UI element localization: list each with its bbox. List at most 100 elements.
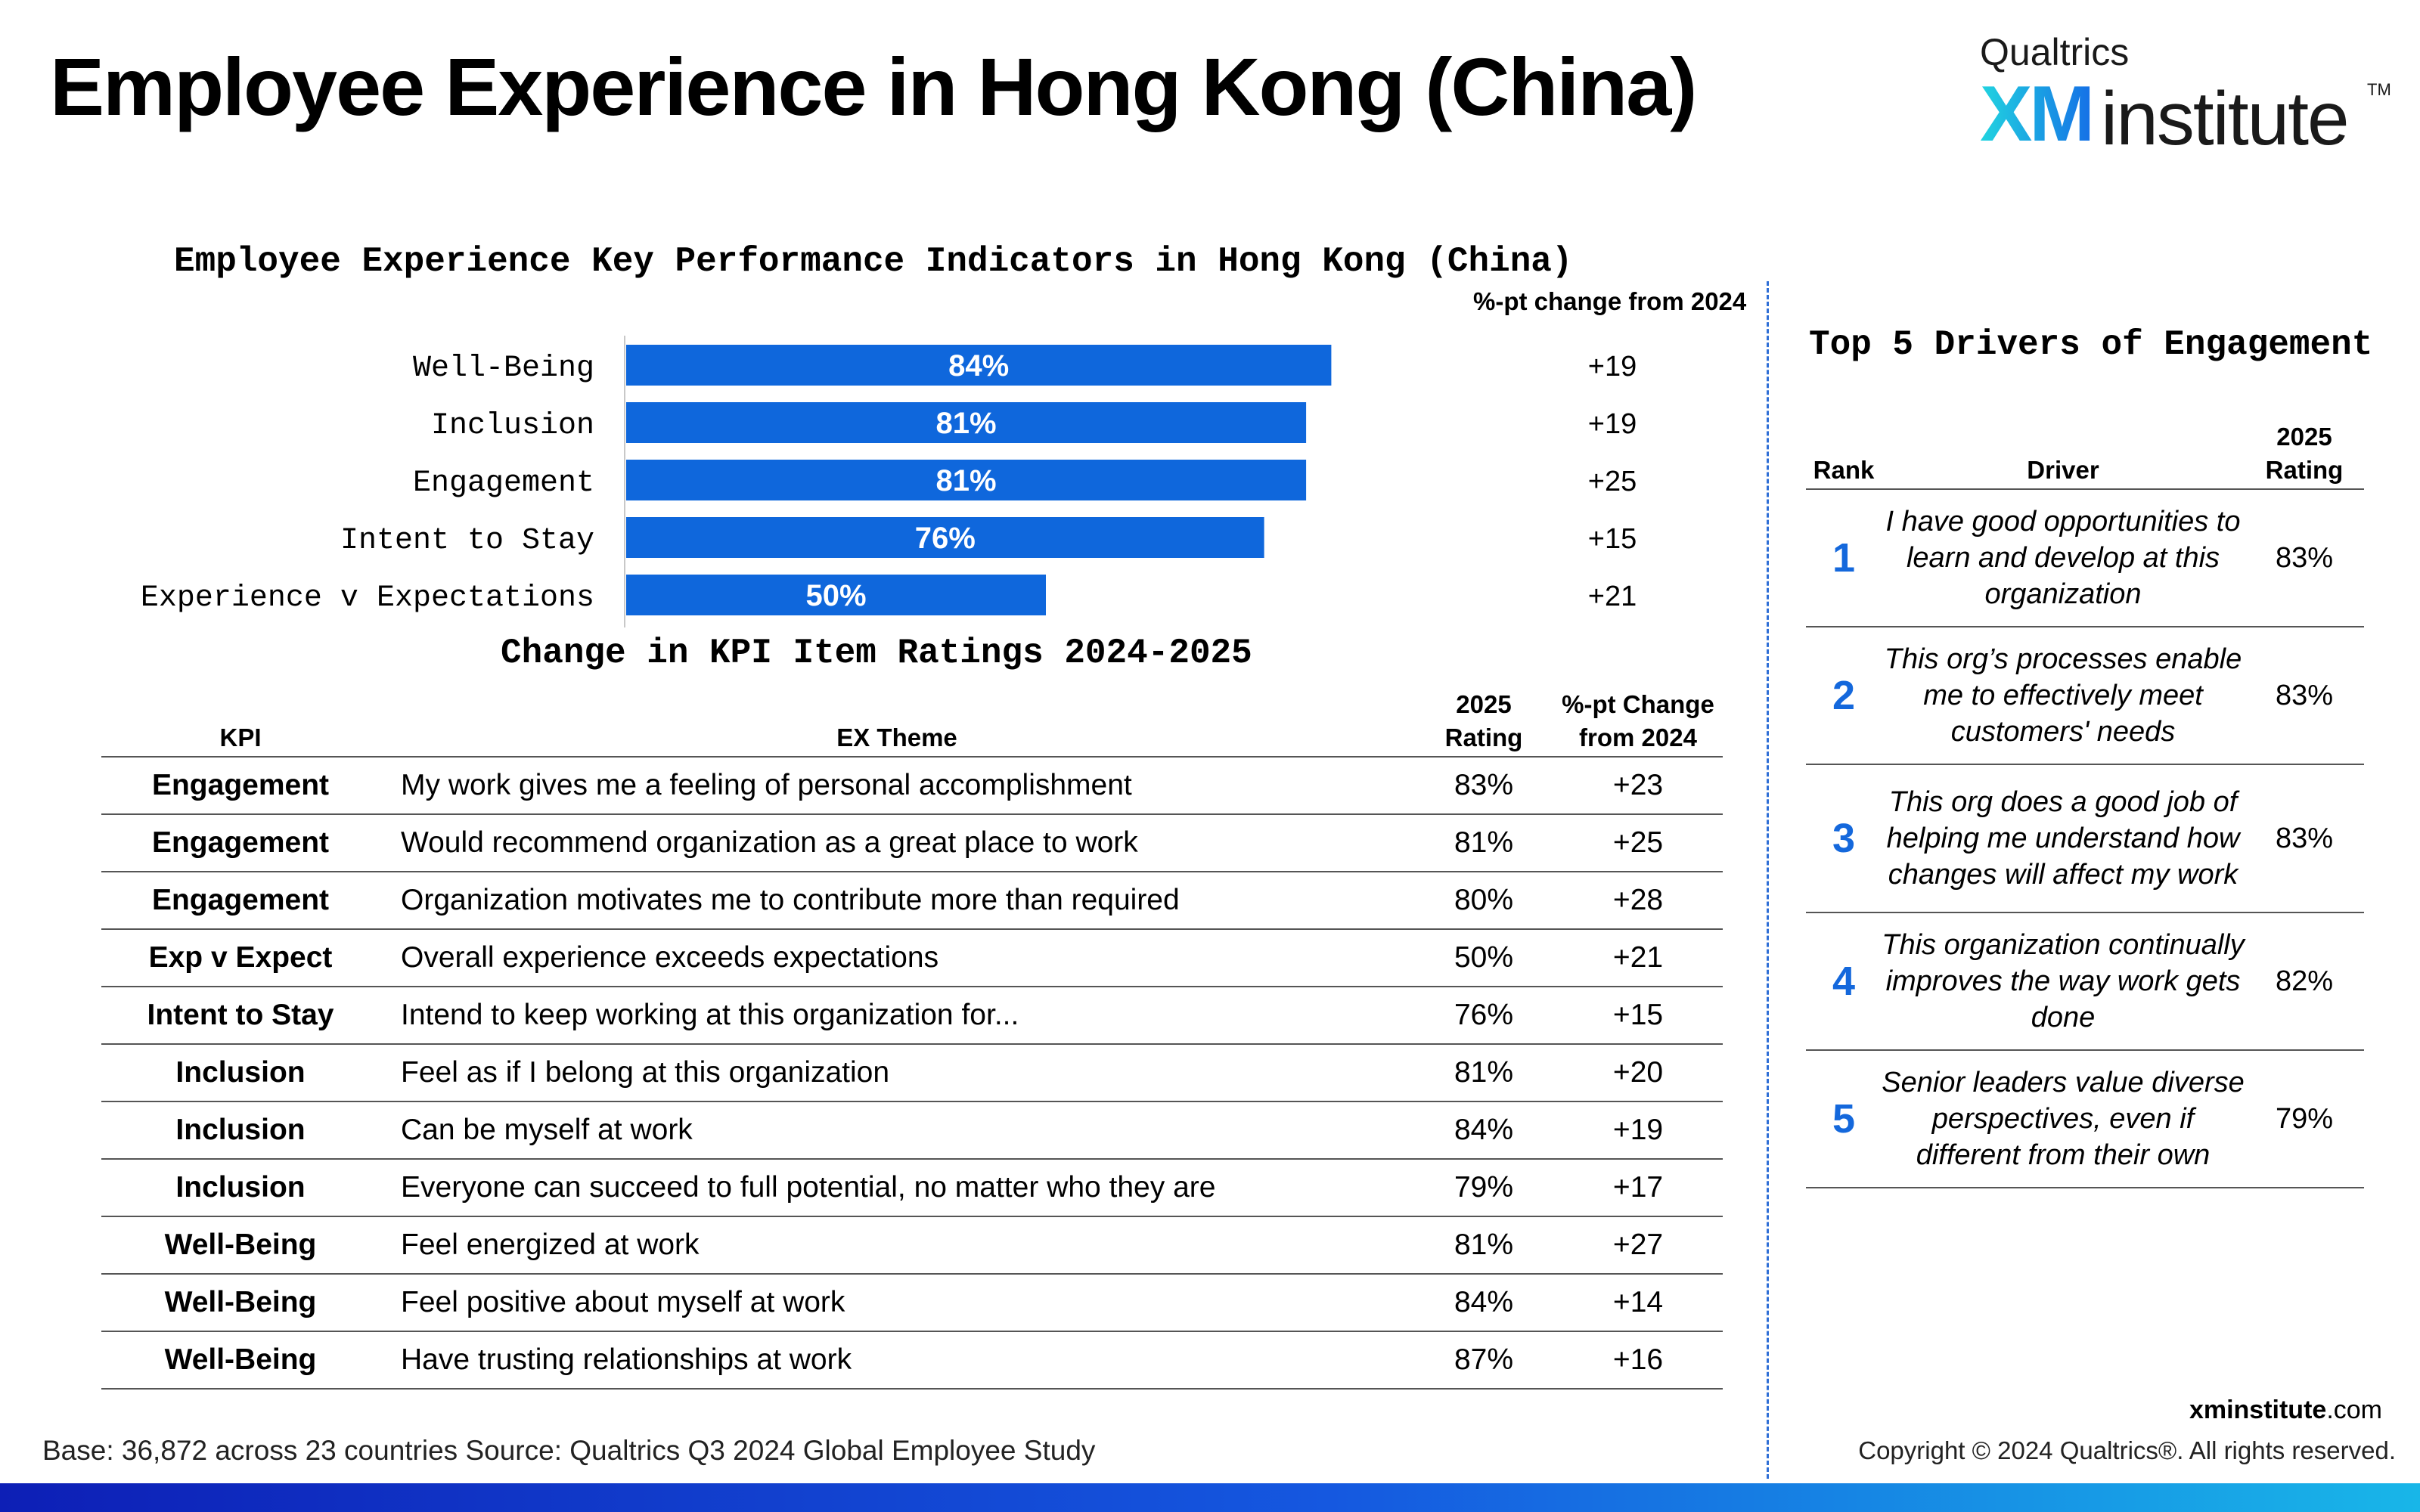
- kpi-cell: Inclusion: [101, 1101, 380, 1160]
- theme-cell: Have trusting relationships at work: [380, 1331, 1414, 1390]
- driver-cell: Senior leaders value diverse perspective…: [1882, 1050, 2245, 1188]
- driver-rating-cell: 83%: [2245, 627, 2364, 765]
- change-cell: +19: [1553, 1101, 1723, 1160]
- footer-site: xminstitute.com: [2170, 1396, 2382, 1425]
- category-label: Well-Being: [413, 352, 594, 386]
- change-cell: +21: [1553, 929, 1723, 987]
- table-row: Engagement My work gives me a feeling of …: [101, 757, 1723, 815]
- table-row: Inclusion Everyone can succeed to full po…: [101, 1159, 1723, 1217]
- kpi-chart-title: Employee Experience Key Performance Indi…: [174, 242, 1573, 281]
- theme-cell: Everyone can succeed to full potential, …: [380, 1159, 1414, 1217]
- driver-rating-cell: 83%: [2245, 489, 2364, 627]
- rank-cell: 3: [1806, 764, 1882, 913]
- xm-institute-logo: Qualtrics XM institute TM: [1980, 30, 2391, 161]
- page-title: Employee Experience in Hong Kong (China): [50, 41, 1697, 132]
- rating-column-header: 2025 Rating: [1414, 688, 1553, 758]
- kpi-cell: Well-Being: [101, 1274, 380, 1332]
- driver-cell: This org does a good job of helping me u…: [1882, 764, 2245, 913]
- logo-xm-text: XM: [1980, 70, 2095, 158]
- kpi-bar: [626, 345, 1332, 386]
- change-cell: +23: [1553, 757, 1723, 815]
- kpi-cell: Exp v Expect: [101, 929, 380, 987]
- base-label: Base:: [42, 1435, 114, 1466]
- rank-column-header: Rank: [1806, 420, 1882, 490]
- rating-cell: 81%: [1414, 1216, 1553, 1275]
- kpi-bar-chart: Well-Being 84% +19 Inclusion 81% +19 Engagemen…: [141, 336, 1637, 627]
- section-divider: [1767, 281, 1769, 1479]
- kpi-cell: Well-Being: [101, 1216, 380, 1275]
- logo-qualtrics-text: Qualtrics: [1980, 31, 2130, 73]
- change-value-label: +25: [1588, 466, 1637, 497]
- rating-cell: 83%: [1414, 757, 1553, 815]
- rating-cell: 80%: [1414, 872, 1553, 930]
- table-row: Inclusion Feel as if I belong at this org…: [101, 1044, 1723, 1102]
- table-row: Well-Being Feel energized at work 81% +27: [101, 1216, 1723, 1275]
- driver-rating-header-line2: Rating: [2265, 456, 2344, 484]
- rating-header-line1: 2025: [1456, 690, 1512, 718]
- kpi-bar: [626, 575, 1046, 615]
- driver-rating-cell: 79%: [2245, 1050, 2364, 1188]
- bar-value-label: 84%: [948, 349, 1009, 383]
- driver-row: 4 This organization continually improves …: [1806, 912, 2364, 1051]
- driver-cell: I have good opportunities to learn and d…: [1882, 489, 2245, 627]
- drivers-title: Top 5 Drivers of Engagement: [1809, 325, 2373, 364]
- driver-rating-column-header: 2025 Rating: [2245, 420, 2364, 490]
- driver-cell: This org’s processes enable me to effect…: [1882, 627, 2245, 765]
- change-value-label: +21: [1588, 581, 1637, 612]
- rank-cell: 2: [1806, 627, 1882, 765]
- kpi-cell: Inclusion: [101, 1044, 380, 1102]
- logo-institute-text: institute: [2101, 76, 2350, 161]
- change-header-line1: %-pt Change: [1562, 690, 1714, 718]
- kpi-change-header: %-pt change from 2024: [1473, 287, 1747, 315]
- kpi-cell: Engagement: [101, 757, 380, 815]
- driver-row: 5 Senior leaders value diverse perspectiv…: [1806, 1050, 2364, 1188]
- kpi-cell: Engagement: [101, 872, 380, 930]
- site-tld: .com: [2326, 1396, 2382, 1424]
- kpi-table-header-row: KPI EX Theme 2025 Rating %-pt Change from …: [101, 688, 1723, 758]
- base-value: 36,872 across 23 countries: [113, 1435, 466, 1466]
- bar-value-label: 81%: [936, 407, 997, 440]
- kpi-change-table: KPI EX Theme 2025 Rating %-pt Change from …: [101, 688, 1723, 1390]
- bar-value-label: 81%: [936, 464, 997, 497]
- change-value-label: +19: [1588, 408, 1637, 440]
- kpi-column-header: KPI: [101, 688, 380, 758]
- change-header-line2: from 2024: [1579, 723, 1697, 751]
- table-row: Intent to Stay Intend to keep working at …: [101, 987, 1723, 1045]
- change-value-label: +15: [1588, 523, 1637, 555]
- category-label: Experience v Expectations: [141, 581, 594, 615]
- kpi-bar: [626, 402, 1307, 443]
- theme-cell: Feel energized at work: [380, 1216, 1414, 1275]
- rating-cell: 50%: [1414, 929, 1553, 987]
- driver-rating-cell: 83%: [2245, 764, 2364, 913]
- rating-cell: 84%: [1414, 1274, 1553, 1332]
- change-cell: +16: [1553, 1331, 1723, 1390]
- table-row: Well-Being Have trusting relationships at…: [101, 1331, 1723, 1390]
- logo-tm-text: TM: [2367, 80, 2391, 99]
- theme-cell: Intend to keep working at this organizat…: [380, 987, 1414, 1045]
- change-cell: +28: [1553, 872, 1723, 930]
- site-name-bold: xminstitute: [2189, 1396, 2327, 1424]
- table-row: Inclusion Can be myself at work 84% +19: [101, 1101, 1723, 1160]
- theme-column-header: EX Theme: [380, 688, 1414, 758]
- change-cell: +27: [1553, 1216, 1723, 1275]
- change-table-title: Change in KPI Item Ratings 2024-2025: [501, 634, 1252, 673]
- driver-row: 3 This org does a good job of helping me …: [1806, 764, 2364, 913]
- rating-cell: 79%: [1414, 1159, 1553, 1217]
- theme-cell: My work gives me a feeling of personal a…: [380, 757, 1414, 815]
- category-label: Intent to Stay: [340, 524, 594, 558]
- table-row: Exp v Expect Overall experience exceeds e…: [101, 929, 1723, 987]
- table-row: Well-Being Feel positive about myself at …: [101, 1274, 1723, 1332]
- rank-cell: 5: [1806, 1050, 1882, 1188]
- theme-cell: Overall experience exceeds expectations: [380, 929, 1414, 987]
- table-row: Engagement Organization motivates me to c…: [101, 872, 1723, 930]
- change-value-label: +19: [1588, 351, 1637, 383]
- change-cell: +25: [1553, 814, 1723, 872]
- kpi-bar: [626, 460, 1307, 500]
- rank-cell: 4: [1806, 912, 1882, 1051]
- rating-cell: 87%: [1414, 1331, 1553, 1390]
- kpi-cell: Intent to Stay: [101, 987, 380, 1045]
- theme-cell: Feel as if I belong at this organization: [380, 1044, 1414, 1102]
